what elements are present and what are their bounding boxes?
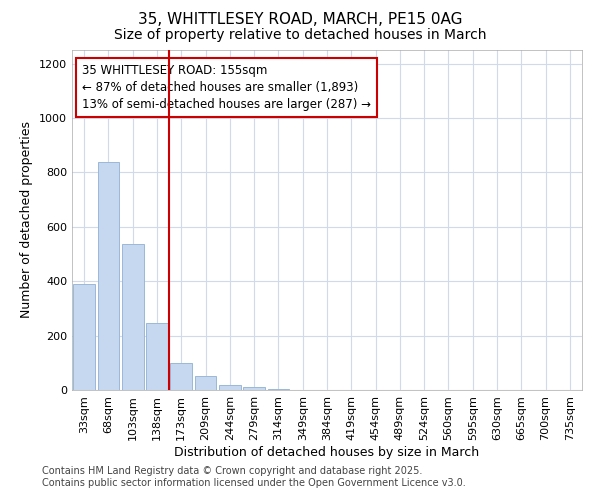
X-axis label: Distribution of detached houses by size in March: Distribution of detached houses by size … <box>175 446 479 458</box>
Text: 35, WHITTLESEY ROAD, MARCH, PE15 0AG: 35, WHITTLESEY ROAD, MARCH, PE15 0AG <box>138 12 462 28</box>
Bar <box>97 162 119 390</box>
Bar <box>146 322 168 390</box>
Text: Size of property relative to detached houses in March: Size of property relative to detached ho… <box>114 28 486 42</box>
Bar <box>268 388 289 390</box>
Bar <box>243 388 265 390</box>
Bar <box>170 364 192 390</box>
Bar <box>194 376 217 390</box>
Bar <box>73 284 95 390</box>
Y-axis label: Number of detached properties: Number of detached properties <box>20 122 34 318</box>
Text: Contains HM Land Registry data © Crown copyright and database right 2025.
Contai: Contains HM Land Registry data © Crown c… <box>42 466 466 487</box>
Text: 35 WHITTLESEY ROAD: 155sqm
← 87% of detached houses are smaller (1,893)
13% of s: 35 WHITTLESEY ROAD: 155sqm ← 87% of deta… <box>82 64 371 110</box>
Bar <box>219 385 241 390</box>
Bar <box>122 244 143 390</box>
